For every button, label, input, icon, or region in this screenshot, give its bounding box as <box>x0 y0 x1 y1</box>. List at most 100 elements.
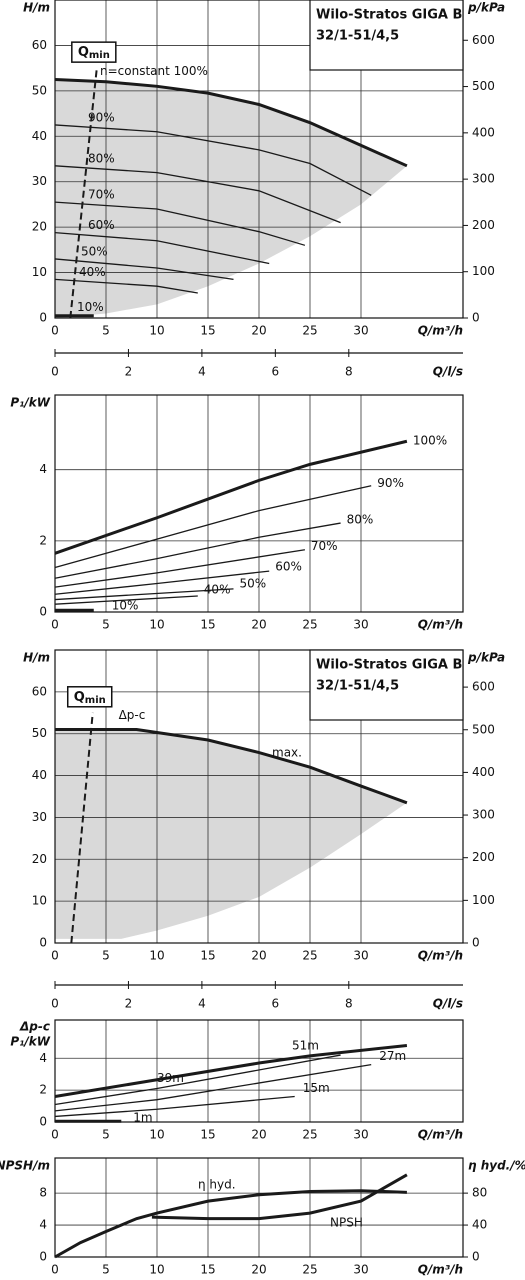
y2-tick-label: 0 <box>472 1250 480 1264</box>
curve <box>54 201 306 246</box>
qmin-q: Q <box>74 689 85 704</box>
x-tick-label: 5 <box>102 618 110 632</box>
y-tick-label: 0 <box>39 1115 47 1129</box>
curve <box>54 165 341 224</box>
curve <box>54 1189 407 1259</box>
y-axis-label: P₁/kW <box>10 396 50 410</box>
y2-tick-label: 500 <box>472 79 495 93</box>
title-box <box>309 649 464 721</box>
y-tick-label: 10 <box>32 265 47 279</box>
qmin-q: Q <box>78 45 89 60</box>
plot-frame <box>54 394 464 613</box>
y-tick-label: 50 <box>32 83 47 97</box>
y-tick-label: 50 <box>32 726 47 740</box>
curve-label: 70% <box>311 539 338 553</box>
x-tick-label: 25 <box>302 1128 317 1142</box>
curve <box>54 570 270 595</box>
x-tick-label: 0 <box>51 1263 59 1277</box>
x-tick-label: 5 <box>102 1128 110 1142</box>
y2-tick-label: 40 <box>472 1218 487 1232</box>
qmin-label: Qmin <box>74 689 106 706</box>
x-tick-label: 5 <box>102 949 110 963</box>
x-tick-label: 30 <box>353 1128 368 1142</box>
y2-tick-label: 200 <box>472 850 495 864</box>
y-tick-label: 0 <box>39 311 47 325</box>
x-tick-label: 25 <box>302 949 317 963</box>
curve <box>54 595 198 605</box>
curve <box>54 278 198 294</box>
x-tick-label: 5 <box>102 324 110 338</box>
curve-label: NPSH <box>330 1216 363 1230</box>
title-box <box>309 0 464 71</box>
x-tick-label: 25 <box>302 1263 317 1277</box>
curve-label: 40% <box>204 582 231 596</box>
y2-tick-label: 400 <box>472 765 495 779</box>
y-tick-label: 4 <box>39 1218 47 1232</box>
curve-label: 100% <box>413 434 447 448</box>
y-tick-label: 0 <box>39 605 47 619</box>
y2-tick-label: 300 <box>472 172 495 186</box>
curve-label: 39m <box>157 1071 184 1085</box>
shaded-area <box>55 79 407 318</box>
x-tick-label: 10 <box>149 949 164 963</box>
curve-label: 50% <box>81 244 108 258</box>
x2-tick-label: 6 <box>272 365 280 379</box>
y-axis-label: P₁/kW <box>10 1035 50 1049</box>
x-tick-label: 5 <box>102 1263 110 1277</box>
x-tick-label: 15 <box>200 1128 215 1142</box>
curve <box>54 258 234 281</box>
qmin-line <box>69 68 98 319</box>
chart-title: Wilo-Stratos GIGA B <box>316 8 462 23</box>
annotation: Δp-c <box>119 708 146 722</box>
y-axis-label: H/m <box>23 651 50 665</box>
curve <box>54 1063 372 1112</box>
x2-tick-label: 4 <box>198 997 206 1011</box>
y-tick-label: 2 <box>39 1083 47 1097</box>
x-tick-label: 0 <box>51 618 59 632</box>
y-tick-label: 20 <box>32 220 47 234</box>
x-axis-label: Q/m³/h <box>418 618 463 632</box>
y-tick-label: 60 <box>32 38 47 52</box>
y-tick-label: 40 <box>32 768 47 782</box>
curve-label: 10% <box>112 599 139 613</box>
y-axis-label: Δp-c <box>19 1020 50 1034</box>
qmin-box <box>71 41 117 63</box>
x2-axis-label: Q/l/s <box>433 997 463 1011</box>
x2-tick-label: 8 <box>345 997 353 1011</box>
y-tick-label: 20 <box>32 852 47 866</box>
y-tick-label: 0 <box>39 936 47 950</box>
x-tick-label: 25 <box>302 324 317 338</box>
x-tick-label: 20 <box>251 1263 266 1277</box>
curve-label: 40% <box>79 265 106 279</box>
x-tick-label: 10 <box>149 618 164 632</box>
qmin-label: Qmin <box>78 45 110 62</box>
plot-frame <box>54 1019 464 1123</box>
curve-label: 90% <box>377 476 404 490</box>
curve-label: 15m <box>303 1081 330 1095</box>
y2-tick-label: 80 <box>472 1186 487 1200</box>
x-tick-label: 15 <box>200 618 215 632</box>
y-axis-label: NPSH/m <box>0 1159 50 1173</box>
x-tick-label: 20 <box>251 1128 266 1142</box>
curve-label: 1m <box>133 1111 152 1125</box>
x2-axis-label: Q/l/s <box>433 365 463 379</box>
qmin-box <box>66 686 113 708</box>
y-tick-label: 2 <box>39 533 47 547</box>
x-tick-label: 20 <box>251 324 266 338</box>
y2-tick-label: 600 <box>472 680 495 694</box>
x-tick-label: 30 <box>353 324 368 338</box>
x-tick-label: 15 <box>200 949 215 963</box>
y2-tick-label: 0 <box>472 936 480 950</box>
plot-frame <box>54 649 464 944</box>
y2-tick-label: 600 <box>472 33 495 47</box>
x-tick-label: 30 <box>353 618 368 632</box>
curve <box>54 1054 341 1106</box>
y2-tick-label: 200 <box>472 218 495 232</box>
y2-tick-label: 500 <box>472 722 495 736</box>
y2-tick-label: 100 <box>472 893 495 907</box>
x-tick-label: 10 <box>149 324 164 338</box>
x-tick-label: 25 <box>302 618 317 632</box>
x2-tick-label: 4 <box>198 365 206 379</box>
y-tick-label: 0 <box>39 1250 47 1264</box>
curve-label: 50% <box>240 576 267 590</box>
